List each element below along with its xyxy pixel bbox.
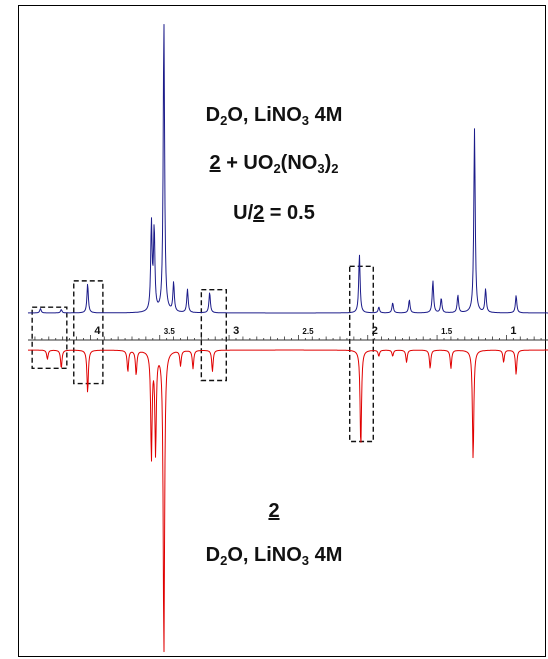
x-tick-label: 3 bbox=[233, 325, 239, 337]
bottom-annotation-line-1: 2 bbox=[0, 500, 548, 523]
bottom-l2-b: O, LiNO bbox=[227, 544, 302, 566]
top-l3-a: U/ bbox=[233, 202, 254, 224]
highlight-boxes bbox=[31, 265, 374, 443]
chart-frame bbox=[18, 5, 546, 657]
x-tick-label: 1 bbox=[510, 325, 516, 337]
bottom-l1-a: 2 bbox=[268, 500, 280, 522]
top-annotation-line-2: 2 + UO2(NO3)2 bbox=[0, 152, 548, 175]
highlight-box bbox=[31, 306, 68, 370]
blue-spectrum-line bbox=[27, 24, 548, 314]
x-tick-label: 2 bbox=[372, 325, 378, 337]
top-l2-c: (NO bbox=[280, 152, 318, 174]
x-tick-label: 2.5 bbox=[302, 327, 314, 336]
bottom-l2-c: 4M bbox=[309, 544, 343, 566]
series-group bbox=[27, 20, 548, 656]
top-l2-c-sub: 3 bbox=[317, 161, 325, 176]
top-l1-c: 4M bbox=[309, 104, 343, 126]
top-l2-d: ) bbox=[324, 152, 332, 174]
top-l1-b: O, LiNO bbox=[227, 104, 302, 126]
top-annotation-line-1: D2O, LiNO3 4M bbox=[0, 104, 548, 127]
red-spectrum-line bbox=[28, 349, 548, 653]
x-axis: 4 3.5 3 2.5 2 1.5 1 bbox=[28, 325, 548, 341]
top-l1-b-sub: 3 bbox=[301, 113, 310, 128]
x-tick-label: 4 bbox=[94, 325, 101, 337]
bottom-l2-b-sub: 3 bbox=[301, 553, 310, 568]
bottom-l2-a: D bbox=[205, 544, 221, 566]
top-l2-b: + UO bbox=[220, 152, 274, 174]
top-l3-c: = 0.5 bbox=[264, 202, 315, 224]
top-annotation-line-3: U/2 = 0.5 bbox=[0, 202, 548, 225]
top-l2-d-sub: 2 bbox=[331, 161, 339, 176]
x-tick-label: 3.5 bbox=[164, 327, 176, 336]
top-l1-a: D bbox=[205, 104, 221, 126]
highlight-box bbox=[200, 288, 227, 382]
top-l2-a: 2 bbox=[209, 152, 221, 174]
bottom-l2-a-sub: 2 bbox=[220, 553, 228, 568]
top-l3-b: 2 bbox=[253, 202, 265, 224]
bottom-annotation-line-2: D2O, LiNO3 4M bbox=[0, 544, 548, 567]
x-tick-label: 1.5 bbox=[441, 327, 453, 336]
top-l2-b-sub: 2 bbox=[273, 161, 281, 176]
top-l1-a-sub: 2 bbox=[220, 113, 228, 128]
